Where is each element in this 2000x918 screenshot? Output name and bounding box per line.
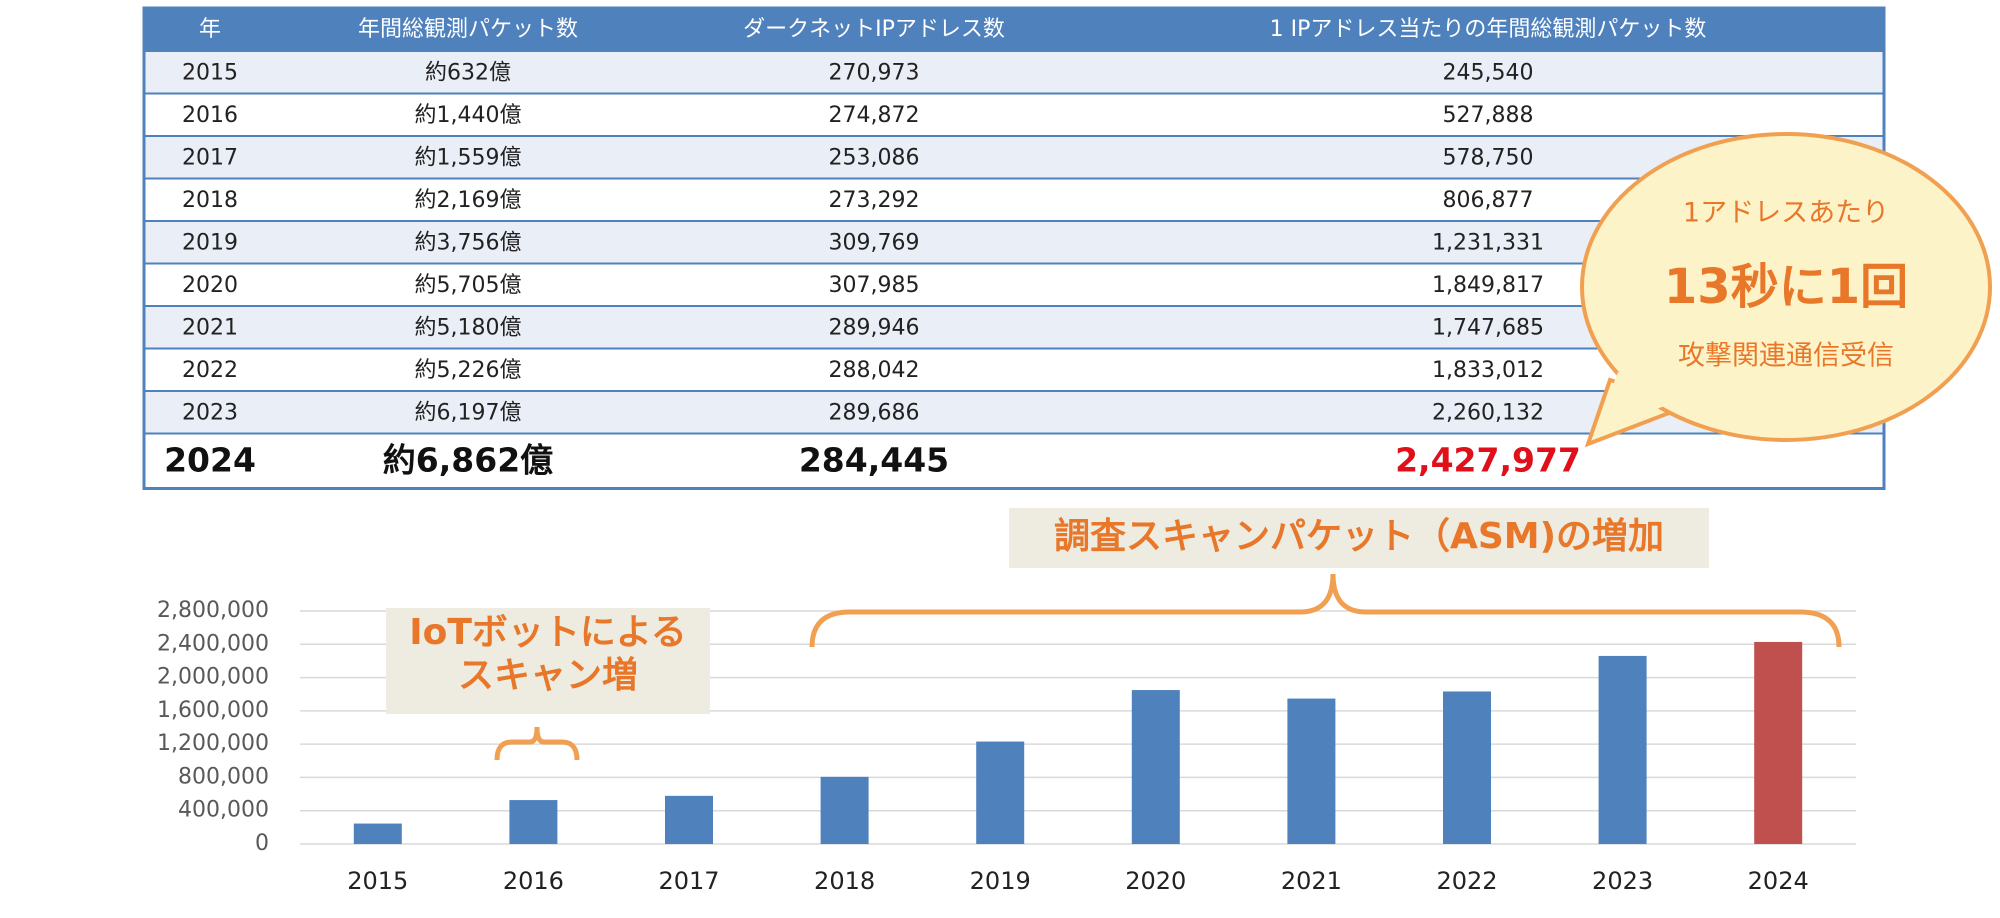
x-tick-label: 2022 (1436, 867, 1497, 895)
callout-text: 1アドレスあたり (1683, 198, 1889, 229)
table-cell: 309,769 (829, 230, 920, 255)
table-row (144, 51, 1884, 94)
table-cell: 289,686 (829, 400, 920, 425)
table: 年 年間総観測パケット数 ダークネットIPアドレス数 1 IPアドレス当たりの年間総観… (142, 6, 1886, 490)
table-cell: 2023 (182, 400, 238, 425)
table-cell: 約5,180億 (415, 315, 522, 340)
bar (353, 823, 402, 844)
table-cell: 253,086 (829, 145, 920, 170)
table-cell: 1,231,331 (1432, 230, 1544, 255)
table-cell: 273,292 (829, 188, 920, 213)
annotation-box (1009, 508, 1709, 568)
table-cell: 527,888 (1443, 103, 1534, 128)
table-cell: 274,872 (829, 103, 920, 128)
callout: 1アドレスあたり 13秒に1回 攻撃関連通信受信 (1580, 132, 1992, 448)
table-cell: 1,747,685 (1432, 315, 1544, 340)
table-cell: 2015 (182, 60, 238, 85)
table-cell: 約2,169億 (415, 188, 522, 213)
table-header: 1 IPアドレス当たりの年間総観測パケット数 (1270, 17, 1707, 42)
y-tick-label: 2,400,000 (157, 631, 269, 656)
y-tick-label: 800,000 (178, 764, 269, 789)
table-cell: 約1,440億 (415, 103, 522, 128)
x-tick-label: 2018 (814, 867, 875, 895)
table-header: ダークネットIPアドレス数 (743, 17, 1005, 42)
callout-text: 13秒に1回 (1664, 259, 1908, 315)
bar (820, 776, 869, 844)
table-cell: 約6,197億 (415, 400, 522, 425)
bar (1131, 690, 1180, 844)
y-tick-label: 0 (255, 831, 269, 856)
table-row (144, 93, 1884, 136)
y-tick-label: 2,000,000 (157, 665, 269, 690)
bar (1443, 691, 1491, 844)
bar (1598, 655, 1647, 844)
y-tick-label: 1,200,000 (157, 731, 269, 756)
callout-seam (1596, 372, 1682, 430)
table-cell: 約632億 (425, 60, 511, 85)
table-cell: 288,042 (829, 358, 920, 383)
annotation: 調査スキャンパケット（ASM)の増加 (1054, 516, 1664, 557)
bar (1754, 641, 1803, 844)
brace (809, 573, 1842, 648)
table-cell: 約5,705億 (415, 273, 522, 298)
annotation-box (386, 608, 710, 714)
table-row (144, 348, 1884, 391)
table-cell: 2,260,132 (1432, 400, 1544, 425)
table-cell: 約1,559億 (415, 145, 522, 170)
table-header: 年 (199, 17, 221, 42)
bar (976, 741, 1025, 844)
bar (509, 800, 558, 844)
table-cell: 2018 (182, 188, 238, 213)
x-tick-label: 2020 (1125, 867, 1186, 895)
table-cell: 2016 (182, 103, 238, 128)
x-tick-label: 2019 (970, 867, 1031, 895)
table-cell: 2,427,977 (1395, 441, 1581, 480)
annotation: IoTボットによる (409, 612, 687, 653)
x-tick-label: 2024 (1748, 867, 1809, 895)
y-tick-label: 1,600,000 (157, 698, 269, 723)
table-cell: 2024 (164, 441, 256, 480)
table-cell: 約5,226億 (415, 358, 522, 383)
x-tick-label: 2023 (1592, 867, 1653, 895)
table-header: 年間総観測パケット数 (358, 17, 578, 42)
table-header-bg (144, 8, 1884, 51)
y-tick-label: 400,000 (178, 798, 269, 823)
table-cell: 270,973 (829, 60, 920, 85)
brace (494, 726, 580, 761)
table-cell: 245,540 (1443, 60, 1534, 85)
table-cell: 2020 (182, 273, 238, 298)
table-cell: 2022 (182, 358, 238, 383)
chart: 調査スキャンパケット（ASM)の増加 IoTボットによる スキャン増 0 400,… (157, 508, 1856, 895)
table-cell: 2017 (182, 145, 238, 170)
table-cell: 806,877 (1443, 188, 1534, 213)
callout-bubble (1580, 132, 1992, 442)
table-cell: 307,985 (829, 273, 920, 298)
table-cell: 284,445 (799, 441, 949, 480)
x-tick-label: 2017 (658, 867, 719, 895)
table-cell: 約6,862億 (383, 441, 553, 480)
table-cell: 約3,756億 (415, 230, 522, 255)
x-tick-label: 2015 (347, 867, 408, 895)
bar (1287, 698, 1336, 844)
table-cell: 2019 (182, 230, 238, 255)
x-tick-label: 2016 (503, 867, 564, 895)
table-cell: 2021 (182, 315, 238, 340)
x-tick-label: 2021 (1281, 867, 1342, 895)
table-row (144, 136, 1884, 179)
y-tick-label: 2,800,000 (157, 598, 269, 623)
table-row (144, 178, 1884, 221)
bar (665, 795, 713, 844)
table-cell: 578,750 (1443, 145, 1534, 170)
table-cell: 289,946 (829, 315, 920, 340)
table-cell: 1,833,012 (1432, 358, 1544, 383)
callout-text: 攻撃関連通信受信 (1678, 341, 1894, 372)
table-cell: 1,849,817 (1432, 273, 1544, 298)
annotation: スキャン増 (458, 655, 638, 696)
